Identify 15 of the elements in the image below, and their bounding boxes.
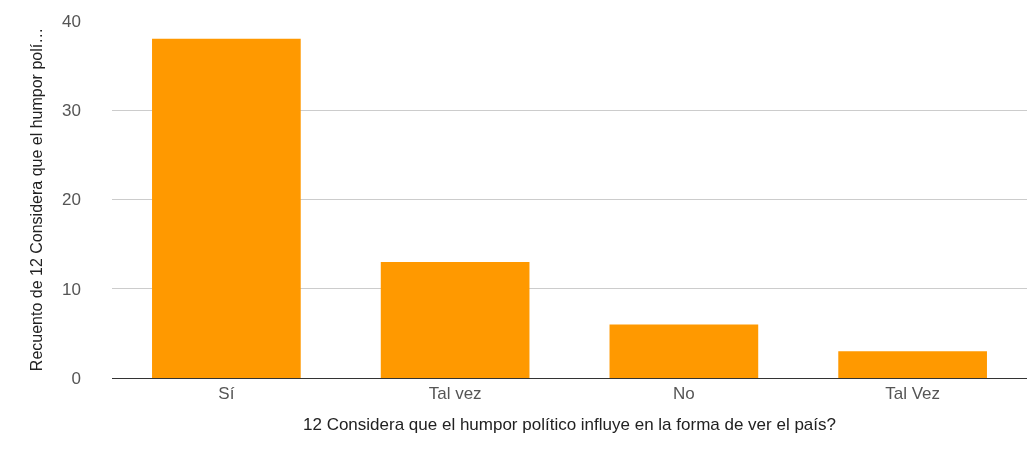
- y-tick-label: 10: [62, 279, 81, 299]
- x-tick-label: Sí: [218, 384, 235, 404]
- x-tick-label: Tal vez: [428, 384, 482, 404]
- x-tick-label: Tal Vez: [885, 384, 941, 404]
- x-axis-title: 12 Considera que el humpor político influye en la forma de ver el país?: [303, 414, 836, 434]
- y-tick-label: 30: [62, 101, 81, 121]
- bar: [838, 351, 987, 378]
- bar: [380, 261, 530, 378]
- x-tick-label: No: [673, 384, 695, 404]
- bar: [152, 38, 301, 378]
- y-tick-label: 40: [62, 11, 81, 31]
- y-tick-label: 20: [62, 190, 81, 210]
- bar: [609, 324, 759, 378]
- y-axis-title: Recuento de 12 Considera que el humpor polí…: [27, 27, 45, 372]
- y-tick-label: 0: [71, 368, 81, 388]
